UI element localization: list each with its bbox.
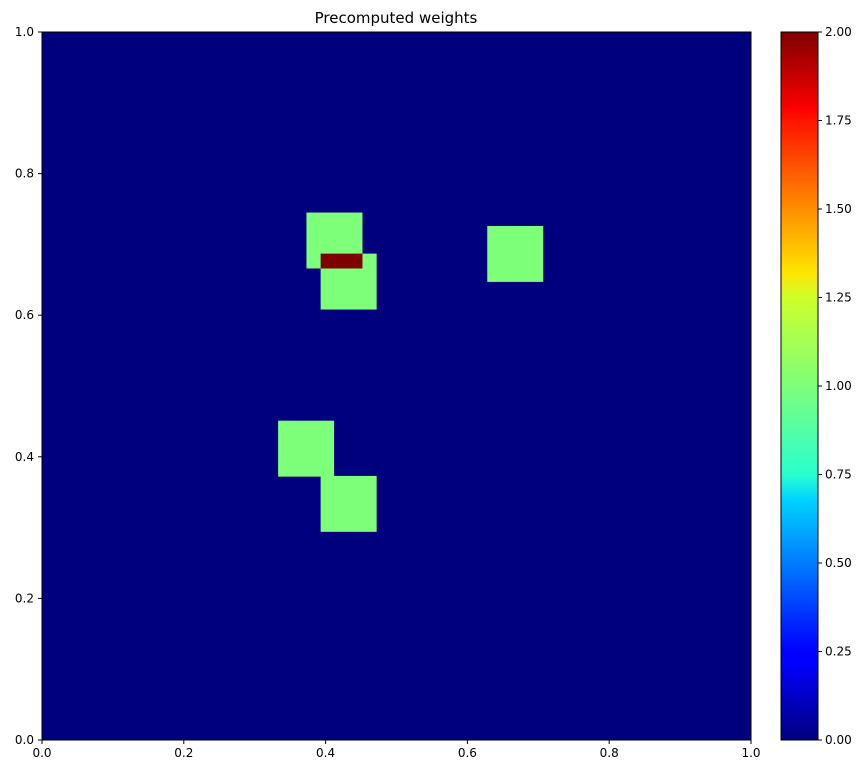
chart-title: Precomputed weights <box>315 9 478 27</box>
colorbar-tick-label: 0.75 <box>825 468 852 482</box>
colorbar-tick-label: 0.00 <box>825 733 852 747</box>
x-axis: 0.0 0.2 0.4 0.6 0.8 1.0 <box>32 740 761 760</box>
y-axis: 0.0 0.2 0.4 0.6 0.8 1.0 <box>15 25 42 747</box>
plot-frame <box>41 31 752 741</box>
y-tick-label: 1.0 <box>15 25 34 39</box>
x-tick-label: 0.6 <box>458 746 477 760</box>
heatmap-cell-3 <box>487 225 544 282</box>
colorbar-tick-label: 2.00 <box>825 25 852 39</box>
colorbar-tick-label: 1.75 <box>825 114 852 128</box>
colorbar-tick-label: 0.25 <box>825 645 852 659</box>
plot-area <box>41 31 752 741</box>
x-tick-label: 0.8 <box>600 746 619 760</box>
y-tick-label: 0.8 <box>15 167 34 181</box>
y-tick-label: 0.4 <box>15 450 34 464</box>
colorbar-tick-label: 1.25 <box>825 291 852 305</box>
heatmap-background <box>42 32 751 740</box>
x-tick-label: 0.4 <box>316 746 335 760</box>
heatmap-cell-2 <box>320 253 363 269</box>
y-tick-label: 0.6 <box>15 308 34 322</box>
colorbar-tick-label: 0.50 <box>825 556 852 570</box>
x-tick-label: 1.0 <box>741 746 760 760</box>
colorbar: 0.00 0.25 0.50 0.75 1.00 1.25 1.50 1.75 2.00 <box>780 25 852 747</box>
heatmap-cell-5 <box>320 475 377 532</box>
colorbar-tick-label: 1.50 <box>825 202 852 216</box>
x-tick-label: 0.0 <box>32 746 51 760</box>
heatmap-cell-4 <box>278 420 335 477</box>
y-tick-label: 0.0 <box>15 733 34 747</box>
colorbar-tick-label: 1.00 <box>825 379 852 393</box>
y-tick-label: 0.2 <box>15 591 34 605</box>
x-tick-label: 0.2 <box>174 746 193 760</box>
colorbar-gradient <box>780 31 819 741</box>
